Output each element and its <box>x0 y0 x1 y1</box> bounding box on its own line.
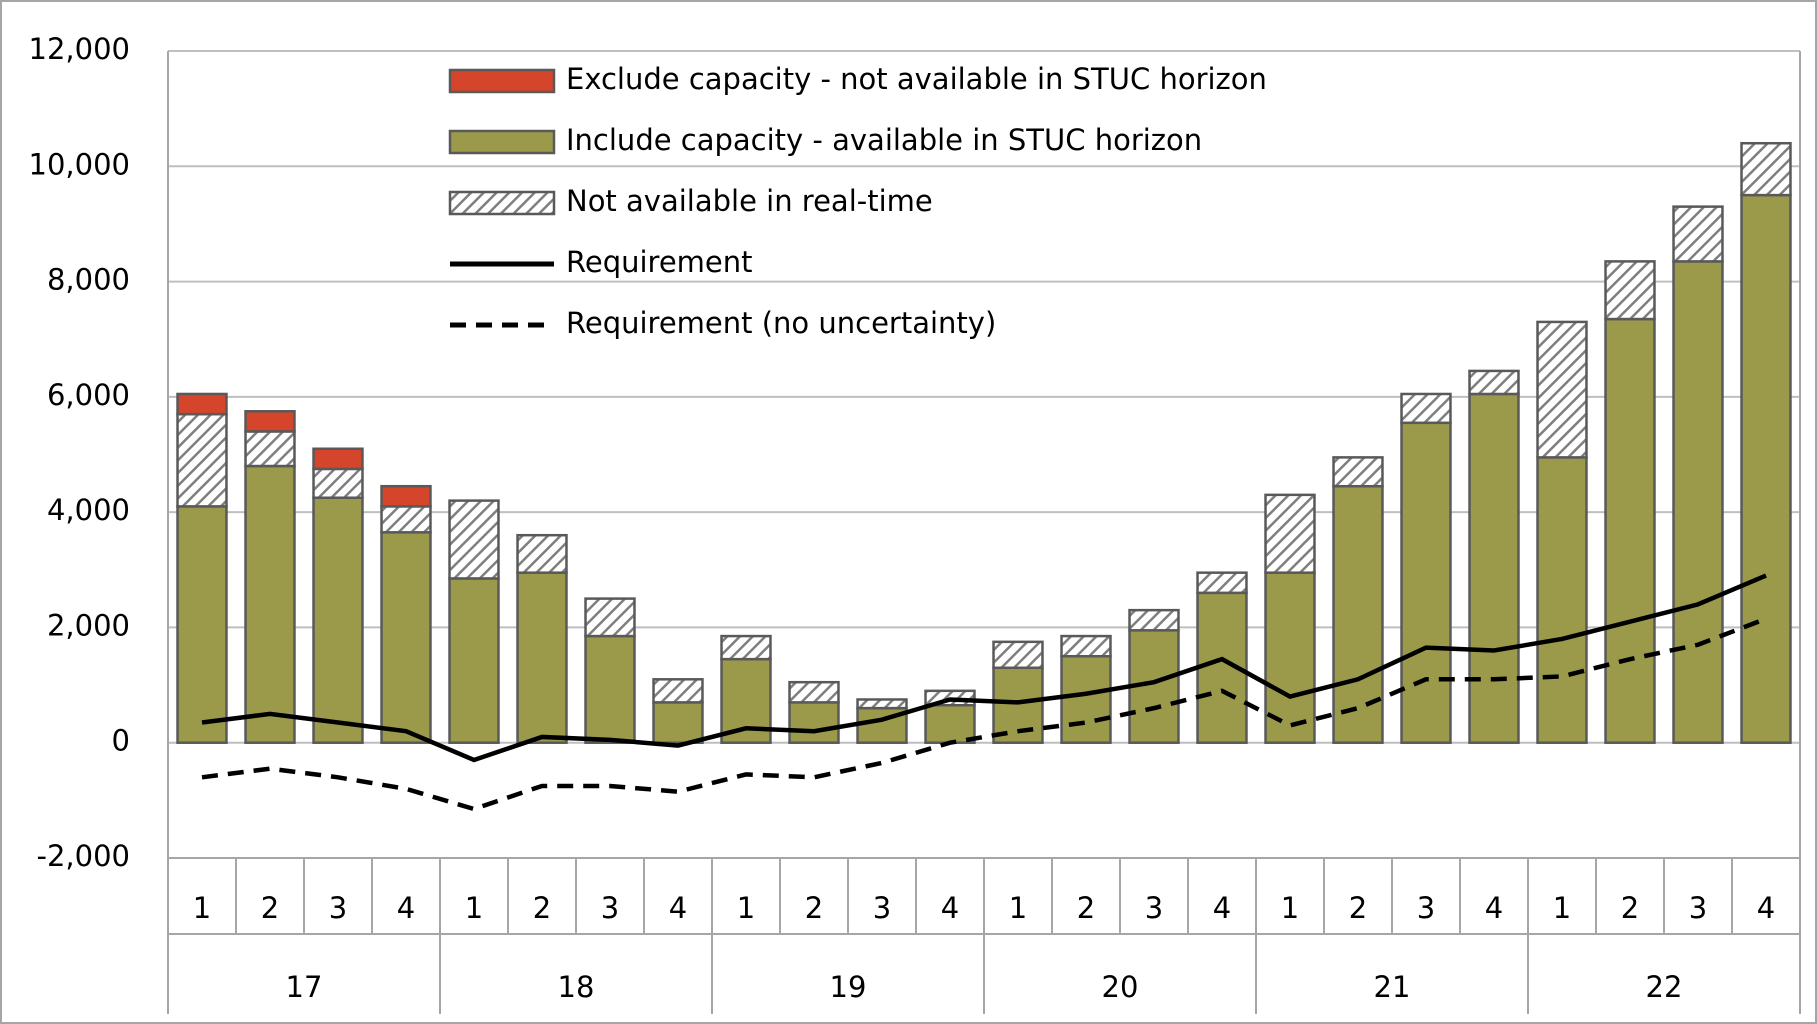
line-series <box>201 573 1767 763</box>
x-tick-label: 3 <box>1417 891 1435 925</box>
y-tick-label: 10,000 <box>29 147 130 181</box>
bar-segment <box>1332 456 1384 488</box>
group-label: 21 <box>1374 970 1411 1004</box>
legend-label: Requirement (no uncertainty) <box>566 306 996 340</box>
bar-segment <box>244 430 296 468</box>
x-tick-label: 3 <box>1145 891 1163 925</box>
x-tick-label: 3 <box>601 891 619 925</box>
bar-segment <box>1672 205 1724 263</box>
bar-segment <box>380 484 432 508</box>
bar-segment <box>380 531 432 744</box>
bar-segment <box>856 698 908 710</box>
x-tick-label: 3 <box>329 891 347 925</box>
bar-segment <box>176 392 228 416</box>
legend-swatch <box>448 68 556 94</box>
bar-segment <box>1264 571 1316 744</box>
x-tick-label: 1 <box>193 891 211 925</box>
legend-label: Include capacity - available in STUC hor… <box>566 123 1202 157</box>
y-tick-label: 12,000 <box>29 32 130 66</box>
x-tick-label: 4 <box>1757 891 1775 925</box>
x-tick-label: 4 <box>1485 891 1503 925</box>
legend-label: Requirement <box>566 245 753 279</box>
x-tick-label: 1 <box>1553 891 1571 925</box>
bar-segment <box>176 505 228 744</box>
bar-segment <box>652 678 704 704</box>
x-tick-label: 2 <box>1077 891 1095 925</box>
y-tick-label: 2,000 <box>47 608 130 642</box>
bar-segment <box>1740 193 1792 744</box>
bar-segment <box>1264 493 1316 574</box>
bar-segment <box>788 701 840 744</box>
bar-segment <box>312 496 364 744</box>
x-tick-label: 1 <box>465 891 483 925</box>
bar-segment <box>1400 392 1452 425</box>
x-tick-label: 4 <box>669 891 687 925</box>
group-label: 17 <box>286 970 323 1004</box>
bar-segment <box>244 464 296 744</box>
group-label: 19 <box>830 970 867 1004</box>
legend-label: Not available in real-time <box>566 184 933 218</box>
legend-label: Exclude capacity - not available in STUC… <box>566 62 1267 96</box>
bar-segment <box>1740 141 1792 197</box>
bar-segment <box>788 680 840 704</box>
legend-swatch <box>448 129 556 155</box>
bar-segment <box>1468 369 1520 396</box>
bar-segment <box>924 703 976 744</box>
x-tick-label: 1 <box>1009 891 1027 925</box>
y-tick-label: 4,000 <box>47 493 130 527</box>
bar-segment <box>1604 317 1656 744</box>
bar-segment <box>1128 608 1180 632</box>
bar-segment <box>176 412 228 508</box>
bar-segment <box>312 467 364 499</box>
bar-segment <box>992 640 1044 670</box>
bar-segment <box>448 499 500 580</box>
bar-segment <box>720 634 772 661</box>
x-tick-label: 2 <box>805 891 823 925</box>
bar-segment <box>244 410 296 433</box>
bar-segment <box>312 447 364 471</box>
bar-segment <box>1060 655 1112 744</box>
bar-segment <box>516 571 568 744</box>
x-tick-label: 3 <box>1689 891 1707 925</box>
x-tick-label: 2 <box>261 891 279 925</box>
bar-segment <box>1400 421 1452 744</box>
x-tick-label: 4 <box>397 891 415 925</box>
group-label: 18 <box>558 970 595 1004</box>
y-tick-label: 6,000 <box>47 378 130 412</box>
x-tick-label: 2 <box>1349 891 1367 925</box>
bar-segment <box>1332 484 1384 744</box>
bar-segment <box>380 505 432 534</box>
bar-segment <box>516 533 568 574</box>
y-tick-label: 8,000 <box>47 263 130 297</box>
bar-segment <box>1060 634 1112 658</box>
legend-swatch <box>448 190 556 216</box>
bar-segment <box>1196 571 1248 595</box>
bar-segment <box>1672 260 1724 744</box>
group-label: 20 <box>1102 970 1139 1004</box>
x-tick-label: 4 <box>941 891 959 925</box>
x-tick-label: 1 <box>1281 891 1299 925</box>
line-series <box>201 616 1767 812</box>
x-tick-label: 3 <box>873 891 891 925</box>
bar-segment <box>584 597 636 638</box>
bar-segment <box>1468 392 1520 744</box>
bar-segment <box>652 701 704 744</box>
x-tick-label: 2 <box>533 891 551 925</box>
y-tick-label: 0 <box>112 724 130 758</box>
y-tick-label: -2,000 <box>37 839 131 873</box>
bar-segment <box>1536 320 1588 459</box>
x-tick-label: 4 <box>1213 891 1231 925</box>
bar-segment <box>1604 260 1656 321</box>
bar-segment <box>584 634 636 744</box>
bar-segment <box>448 577 500 744</box>
x-tick-label: 2 <box>1621 891 1639 925</box>
bar-segment <box>1536 456 1588 744</box>
group-label: 22 <box>1646 970 1683 1004</box>
x-tick-label: 1 <box>737 891 755 925</box>
